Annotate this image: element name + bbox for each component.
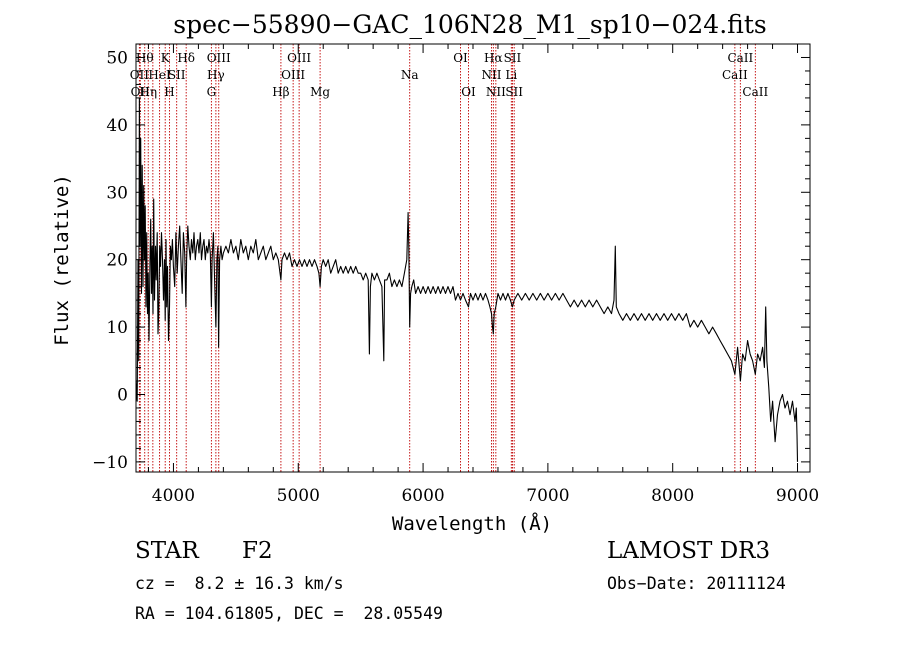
x-tick-label: 6000 xyxy=(401,486,444,506)
x-tick-label: 7000 xyxy=(526,486,569,506)
spectrum-line xyxy=(135,97,799,462)
marker-label: OIII xyxy=(207,51,231,65)
x-tick-label: 5000 xyxy=(277,486,320,506)
y-tick-label: −10 xyxy=(92,453,128,473)
marker-label: NII xyxy=(481,68,501,82)
chart-title: spec−55890−GAC_106N28_M1_sp10−024.fits xyxy=(173,10,766,39)
marker-label: Li xyxy=(505,68,517,82)
marker-label: OII xyxy=(130,68,150,82)
marker-label: OIII xyxy=(287,51,311,65)
coordinates-readout: RA = 104.61805, DEC = 28.05549 xyxy=(135,604,443,623)
x-tick-label: 9000 xyxy=(776,486,819,506)
y-axis-label: Flux (relative) xyxy=(51,174,73,346)
spectrum-plot: spec−55890−GAC_106N28_M1_sp10−024.fits O… xyxy=(51,10,819,535)
x-tick-label: 8000 xyxy=(651,486,694,506)
y-tick-label: 40 xyxy=(106,116,128,136)
observation-date: Obs−Date: 20111124 xyxy=(607,574,786,593)
y-axis-ticks: −10 0 10 20 30 40 50 xyxy=(92,48,810,473)
marker-label: Hη xyxy=(139,85,157,99)
marker-label: Mg xyxy=(310,85,330,99)
y-tick-label: 30 xyxy=(106,183,128,203)
marker-label: H xyxy=(164,85,174,99)
marker-label: OIII xyxy=(281,68,305,82)
y-tick-label: 0 xyxy=(117,385,128,405)
marker-label: K xyxy=(161,51,171,65)
line-marker-labels: OII OII Hθ Hη HeI K H SII Hδ G Hγ OIII Hβ OIII OIII Mg N… xyxy=(130,51,769,99)
marker-label: SII xyxy=(504,51,522,65)
marker-label: HeI xyxy=(148,68,171,82)
marker-label: Hδ xyxy=(177,51,195,65)
marker-label: NII xyxy=(486,85,506,99)
marker-label: Hγ xyxy=(207,68,225,82)
marker-label: G xyxy=(207,85,217,99)
marker-label: CaII xyxy=(727,51,753,65)
marker-label: Hα xyxy=(484,51,503,65)
line-markers xyxy=(138,44,756,472)
object-subclass: F2 xyxy=(242,538,273,564)
marker-label: OII xyxy=(131,85,151,99)
survey-name: LAMOST DR3 xyxy=(607,538,771,564)
x-axis-label: Wavelength (Å) xyxy=(392,512,552,535)
marker-label: CaII xyxy=(722,68,748,82)
marker-label: Na xyxy=(401,68,419,82)
marker-label: OI xyxy=(453,51,468,65)
plot-frame xyxy=(135,43,811,473)
object-class: STAR xyxy=(135,538,199,564)
x-axis-ticks: 4000 5000 6000 7000 8000 9000 xyxy=(147,44,819,506)
marker-label: Hβ xyxy=(272,85,289,99)
marker-label: Hθ xyxy=(136,51,154,65)
marker-label: SII xyxy=(168,68,186,82)
x-tick-label: 4000 xyxy=(152,486,195,506)
y-tick-label: 10 xyxy=(106,318,128,338)
y-tick-label: 20 xyxy=(106,251,128,271)
marker-label: SII xyxy=(505,85,523,99)
redshift-readout: cz = 8.2 ± 16.3 km/s xyxy=(135,574,344,593)
marker-label: CaII xyxy=(742,85,768,99)
marker-label: OI xyxy=(461,85,476,99)
y-tick-label: 50 xyxy=(106,48,128,68)
